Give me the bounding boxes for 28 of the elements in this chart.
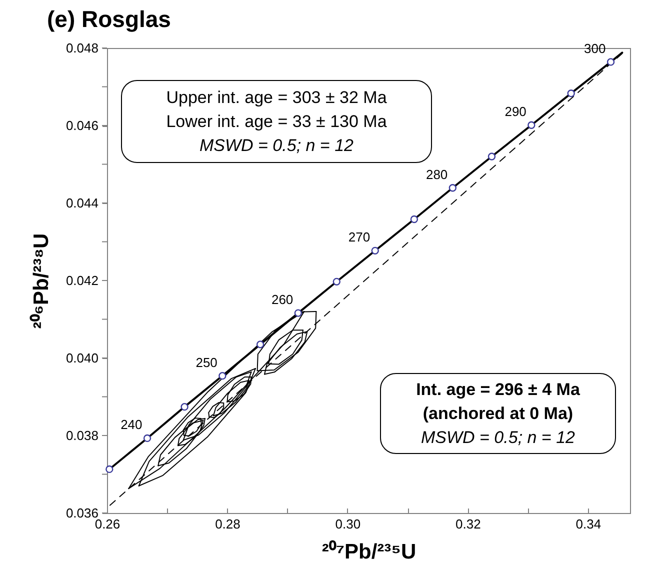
annotation: 260 — [271, 292, 294, 308]
annotation: Int. age = 296 ± 4 Ma — [416, 378, 580, 401]
x-tick-label: 0.28 — [215, 516, 240, 532]
x-tick-label: 0.32 — [456, 516, 481, 532]
annotation: 240 — [120, 417, 142, 432]
annotation: 270 — [348, 230, 370, 245]
annotation: 250 — [196, 354, 218, 370]
y-tick-label: 0.048 — [66, 40, 98, 56]
rounded-box: Int. age = 296 ± 4 Ma (anchored at 0 Ma) MSWD = 0.5; n = 12 — [380, 373, 616, 454]
x-tick-label: 0.30 — [335, 516, 361, 532]
annotation: (anchored at 0 Ma) — [422, 402, 574, 424]
annotation: 280 — [426, 166, 448, 182]
y-axis-title: ²⁰⁶Pb/²³⁸U — [28, 233, 53, 329]
x-axis-title: ²⁰⁷Pb/²³⁵U — [322, 540, 416, 564]
chart-title: (e) Rosglas — [47, 6, 171, 32]
y-tick-label: 0.044 — [66, 196, 98, 210]
annotation: Upper int. age = 303 ± 32 Ma — [166, 86, 387, 108]
y-tick-label: 0.040 — [66, 350, 98, 366]
y-tick-label: 0.042 — [66, 273, 98, 288]
annotation: Lower int. age = 33 ± 130 Ma — [166, 110, 387, 132]
x-tick-label: 0.34 — [576, 516, 602, 532]
annotation: MSWD = 0.5; n = 12 — [420, 426, 575, 448]
annotation: 300 — [584, 40, 606, 56]
rounded-box: Upper int. age = 303 ± 32 Ma Lower int. age = 33 ± 130 Ma MSWD = 0.5; n = 12 — [121, 80, 432, 163]
annotation: 290 — [504, 104, 526, 120]
y-tick-label: 0.046 — [66, 118, 98, 133]
y-tick-label: 0.038 — [66, 428, 98, 443]
annotation: MSWD = 0.5; n = 12 — [199, 134, 354, 156]
